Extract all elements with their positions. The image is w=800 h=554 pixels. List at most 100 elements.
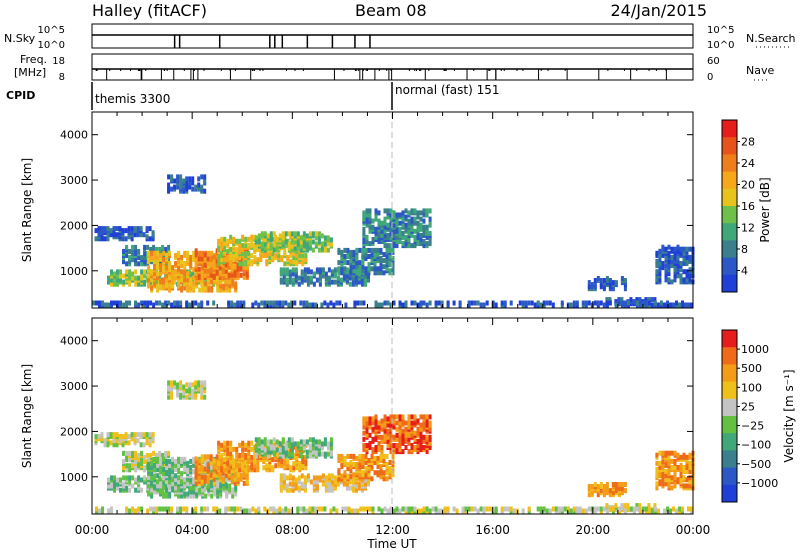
echo-cell xyxy=(354,487,358,493)
echo-cell xyxy=(425,234,429,240)
echo-cell xyxy=(617,486,621,492)
echo-cell xyxy=(330,269,334,275)
echo-cell xyxy=(206,260,210,266)
echo-cell xyxy=(192,250,196,256)
echo-cell xyxy=(179,174,183,180)
echo-cell xyxy=(232,446,236,452)
echo-cell xyxy=(302,300,306,306)
echo-cell xyxy=(413,208,417,214)
echo-cell xyxy=(229,455,233,460)
echo-cell xyxy=(635,503,639,509)
echo-cell xyxy=(362,424,366,430)
echo-cell xyxy=(664,273,668,279)
echo-cell xyxy=(533,302,537,308)
echo-cell xyxy=(225,285,229,291)
echo-cell xyxy=(220,465,224,471)
echo-cell xyxy=(159,283,163,289)
echo-cell xyxy=(198,250,202,256)
echo-cell xyxy=(404,208,408,214)
echo-cell xyxy=(382,476,386,482)
echo-cell xyxy=(320,451,324,457)
echo-cell xyxy=(125,261,129,267)
echo-cell xyxy=(336,275,340,281)
echo-cell xyxy=(155,453,159,458)
echo-cell xyxy=(482,302,486,308)
echo-cell xyxy=(257,437,261,443)
echo-cell xyxy=(263,231,267,237)
echo-cell xyxy=(404,426,408,432)
echo-cell xyxy=(134,275,138,281)
echo-cell xyxy=(194,270,198,276)
echo-cell xyxy=(623,508,627,514)
echo-cell xyxy=(321,267,325,273)
echo-cell xyxy=(137,249,141,254)
echo-cell xyxy=(136,438,140,444)
echo-cell xyxy=(419,422,423,428)
echo-cell xyxy=(165,252,169,258)
echo-cell xyxy=(275,245,279,251)
echo-cell xyxy=(383,220,387,226)
echo-cell xyxy=(164,300,168,306)
echo-cell xyxy=(377,218,381,224)
echo-cell xyxy=(351,487,355,493)
echo-cell xyxy=(670,485,674,491)
echo-cell xyxy=(391,268,395,274)
echo-cell xyxy=(194,252,198,258)
echo-cell xyxy=(386,438,390,444)
echo-cell xyxy=(147,462,151,468)
colorbar-swatch xyxy=(722,450,737,469)
echo-cell xyxy=(173,300,177,306)
echo-cell xyxy=(186,250,190,256)
echo-cell xyxy=(272,437,276,443)
echo-cell xyxy=(404,445,408,450)
echo-cell xyxy=(383,216,387,222)
echo-cell xyxy=(389,432,393,438)
echo-cell xyxy=(204,462,208,468)
echo-cell xyxy=(315,267,319,273)
echo-cell xyxy=(413,243,417,249)
echo-cell xyxy=(608,300,612,306)
echo-cell xyxy=(217,238,221,244)
echo-cell xyxy=(371,237,375,242)
echo-cell xyxy=(229,251,233,257)
echo-cell xyxy=(353,508,357,514)
echo-cell xyxy=(327,483,331,489)
echo-cell xyxy=(188,386,192,392)
echo-cell xyxy=(410,432,414,438)
echo-cell xyxy=(326,451,330,457)
echo-cell xyxy=(318,275,322,281)
echo-cell xyxy=(167,384,171,390)
echo-cell xyxy=(632,299,636,305)
echo-cell xyxy=(667,271,671,277)
nsearch-tick-bottom: 10^0 xyxy=(707,40,734,51)
freq-tick-top: 18 xyxy=(52,56,65,67)
echo-cell xyxy=(212,272,216,278)
echo-cell xyxy=(306,473,310,479)
echo-cell xyxy=(155,300,159,306)
echo-cell xyxy=(242,480,246,486)
echo-cell xyxy=(673,252,677,258)
echo-cell xyxy=(236,472,240,478)
echo-cell xyxy=(416,210,420,216)
echo-cell xyxy=(685,483,689,489)
echo-cell xyxy=(383,208,387,214)
echo-cell xyxy=(401,428,405,434)
echo-cell xyxy=(156,254,160,260)
echo-cell xyxy=(197,272,201,278)
echo-cell xyxy=(244,236,248,242)
echo-cell xyxy=(168,475,172,481)
echo-cell xyxy=(605,482,609,487)
echo-cell xyxy=(509,300,513,306)
echo-cell xyxy=(494,506,498,512)
echo-cell xyxy=(599,506,603,512)
echo-cell xyxy=(311,445,315,451)
echo-cell xyxy=(177,479,181,485)
echo-cell xyxy=(333,271,337,277)
echo-cell xyxy=(365,234,369,240)
echo-cell xyxy=(170,386,174,392)
echo-cell xyxy=(608,488,612,494)
echo-cell xyxy=(355,254,359,259)
echo-cell xyxy=(667,263,671,269)
time-axis-label: Time UT xyxy=(366,537,417,551)
